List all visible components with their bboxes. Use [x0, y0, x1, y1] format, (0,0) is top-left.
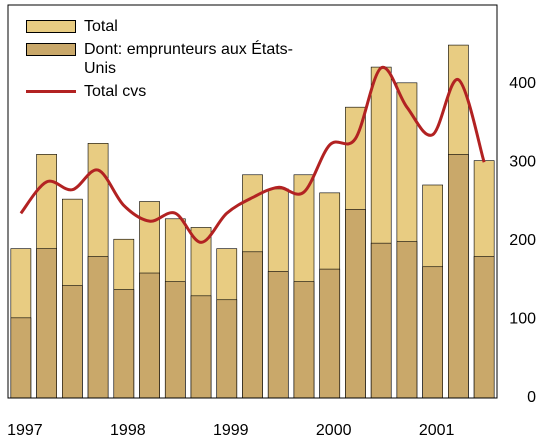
- legend-label: Total cvs: [84, 83, 147, 100]
- bar: [190, 295, 212, 399]
- y-tick-label: 0: [527, 389, 536, 406]
- plot-frame: [7, 4, 498, 399]
- legend-label: Total: [84, 18, 118, 35]
- bar: [267, 271, 289, 399]
- bar: [139, 272, 160, 399]
- legend: Total Dont: emprunteurs aux États-Unis Tot…: [26, 17, 314, 105]
- bar: [396, 241, 418, 399]
- line: [19, 66, 486, 244]
- bar: [319, 268, 341, 399]
- bar: [113, 289, 135, 399]
- bar: [422, 266, 443, 399]
- bar: [345, 209, 366, 399]
- bar: [87, 256, 109, 399]
- x-tick-label: 2001: [419, 422, 455, 438]
- x-tick-label: 2000: [316, 422, 352, 438]
- bar: [370, 242, 392, 399]
- y-tick-label: 200: [509, 232, 536, 249]
- bar: [10, 317, 32, 399]
- bar: [216, 299, 238, 399]
- legend-swatch: [26, 43, 76, 56]
- legend-label: Dont: emprunteurs aux États-Unis: [84, 41, 293, 77]
- x-tick-label: 1999: [213, 422, 249, 438]
- x-tick-label: 1997: [7, 422, 43, 438]
- bar: [293, 281, 315, 399]
- legend-item: Dont: emprunteurs aux États-Unis: [26, 40, 314, 78]
- bar: [164, 281, 186, 399]
- bar: [36, 248, 57, 399]
- legend-item: Total: [26, 17, 314, 36]
- y-tick-label: 100: [509, 311, 536, 328]
- bar: [473, 256, 495, 399]
- x-tick-label: 1998: [110, 422, 146, 438]
- y-tick-label: 400: [509, 75, 536, 92]
- bar: [242, 251, 263, 399]
- legend-swatch: [26, 20, 76, 33]
- bar: [448, 154, 469, 399]
- legend-item: Total cvs: [26, 82, 314, 101]
- bar: [62, 285, 83, 399]
- y-tick-label: 300: [509, 153, 536, 170]
- legend-swatch: [26, 90, 76, 93]
